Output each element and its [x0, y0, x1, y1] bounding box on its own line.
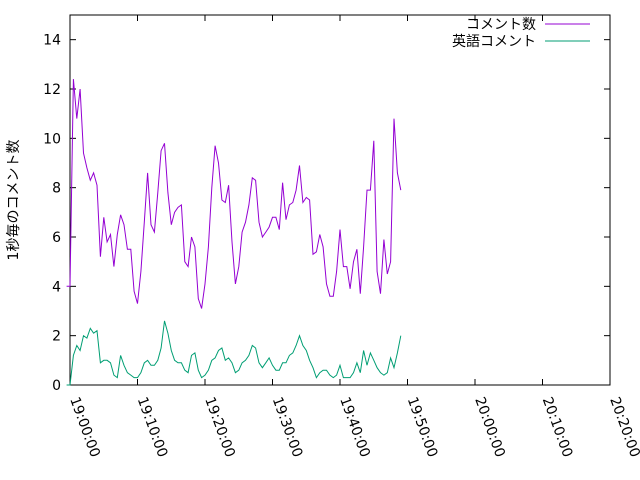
y-tick-label: 10 — [43, 131, 61, 147]
y-tick-label: 6 — [52, 230, 61, 246]
legend-label-2: 英語コメント — [452, 33, 536, 50]
y-tick-label: 4 — [52, 279, 61, 295]
plot-frame — [69, 14, 611, 386]
series-line-2 — [66, 320, 402, 386]
x-tick-label: 19:50:00 — [404, 395, 441, 460]
x-tick-label: 20:00:00 — [471, 395, 508, 460]
x-tick-label: 19:20:00 — [201, 395, 238, 460]
y-axis: 0 2 4 6 8 10 12 14 — [43, 33, 610, 394]
y-tick-label: 12 — [43, 82, 61, 98]
x-tick-label: 19:00:00 — [66, 395, 103, 460]
x-tick-label: 19:30:00 — [269, 395, 306, 460]
y-tick-label: 8 — [52, 181, 61, 197]
legend-label-1: コメント数 — [466, 17, 536, 33]
x-tick-label: 19:40:00 — [336, 395, 373, 460]
x-tick-label: 19:10:00 — [134, 395, 171, 460]
y-tick-label: 14 — [43, 33, 61, 49]
y-tick-label: 0 — [52, 378, 61, 394]
y-tick-label: 2 — [52, 329, 61, 345]
y-axis-label: 1秒毎のコメント数 — [6, 140, 22, 261]
x-tick-label: 20:10:00 — [539, 395, 576, 460]
series-layer — [66, 79, 402, 386]
x-axis: 19:00:00 19:10:00 19:20:00 19:30:00 19:40:00… — [66, 15, 640, 459]
x-tick-label: 20:20:00 — [606, 395, 640, 460]
series-line-1 — [66, 79, 402, 309]
